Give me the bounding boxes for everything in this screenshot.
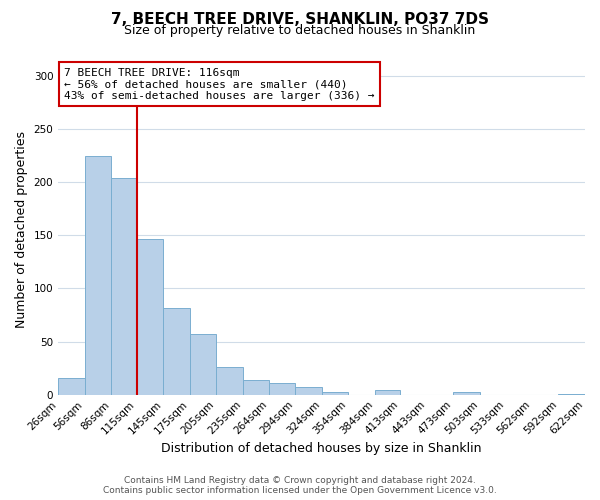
Text: Contains HM Land Registry data © Crown copyright and database right 2024.
Contai: Contains HM Land Registry data © Crown c…	[103, 476, 497, 495]
Text: 7, BEECH TREE DRIVE, SHANKLIN, PO37 7DS: 7, BEECH TREE DRIVE, SHANKLIN, PO37 7DS	[111, 12, 489, 28]
Bar	[190, 334, 217, 394]
Bar	[243, 380, 269, 394]
X-axis label: Distribution of detached houses by size in Shanklin: Distribution of detached houses by size …	[161, 442, 482, 455]
Bar	[269, 383, 295, 394]
Text: 7 BEECH TREE DRIVE: 116sqm
← 56% of detached houses are smaller (440)
43% of sem: 7 BEECH TREE DRIVE: 116sqm ← 56% of deta…	[64, 68, 374, 100]
Bar	[295, 388, 322, 394]
Bar	[137, 240, 163, 394]
Bar	[85, 156, 111, 394]
Y-axis label: Number of detached properties: Number of detached properties	[15, 132, 28, 328]
Bar	[111, 178, 137, 394]
Text: Size of property relative to detached houses in Shanklin: Size of property relative to detached ho…	[124, 24, 476, 37]
Bar	[453, 392, 480, 394]
Bar	[58, 378, 85, 394]
Bar	[163, 308, 190, 394]
Bar	[374, 390, 400, 394]
Bar	[322, 392, 348, 394]
Bar	[217, 367, 243, 394]
